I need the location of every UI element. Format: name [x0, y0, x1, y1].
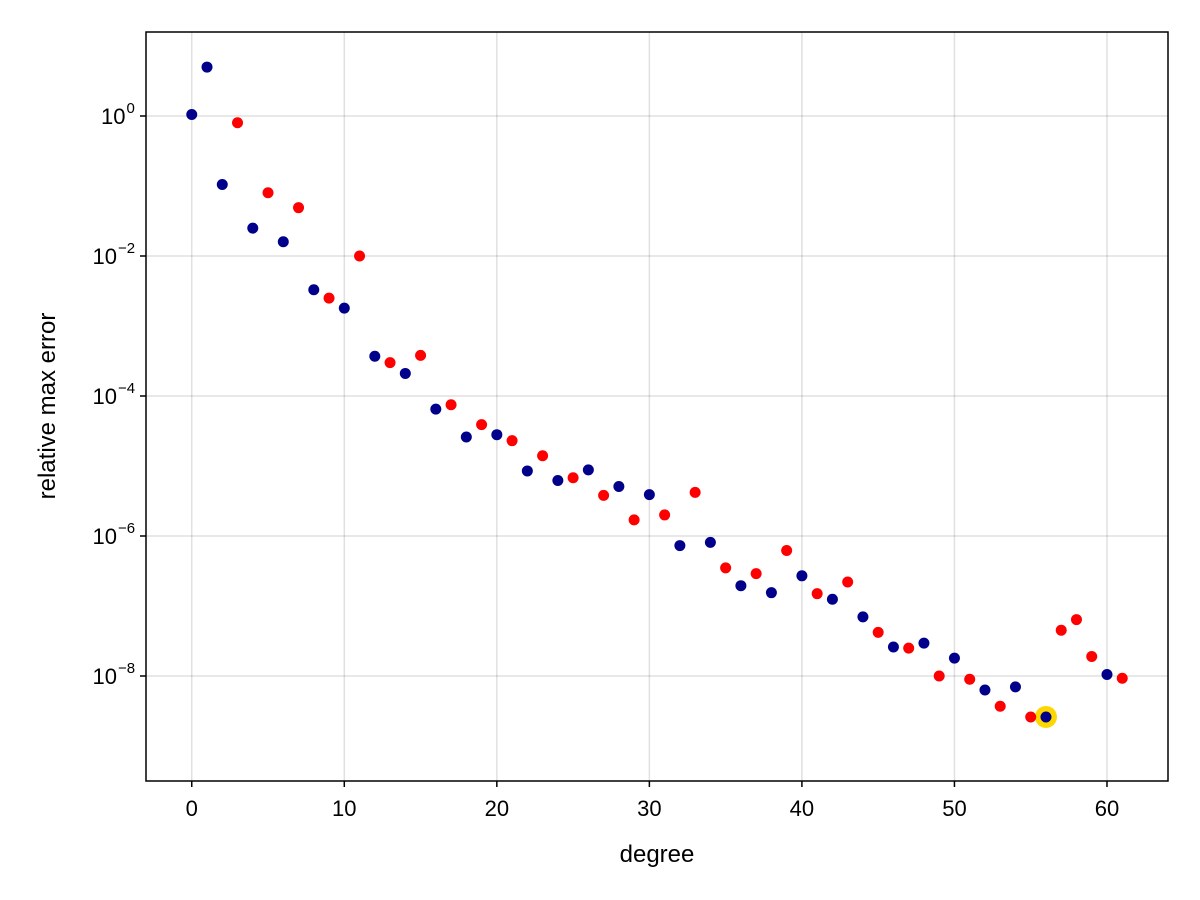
- x-tick-label: 30: [637, 796, 661, 821]
- data-point: [582, 464, 594, 476]
- data-point: [430, 403, 442, 415]
- data-point: [842, 576, 854, 588]
- x-tick-label: 40: [790, 796, 814, 821]
- data-point: [399, 367, 411, 379]
- y-tick-label: 10: [93, 664, 117, 689]
- data-point: [735, 580, 747, 592]
- data-point: [186, 109, 198, 121]
- x-axis-title: degree: [620, 841, 695, 868]
- data-point: [552, 475, 564, 487]
- x-tick-label: 10: [332, 796, 356, 821]
- data-point: [918, 637, 930, 649]
- data-point: [293, 202, 305, 214]
- data-point: [903, 642, 915, 654]
- data-point: [1009, 681, 1021, 693]
- data-point: [720, 562, 732, 574]
- data-point: [1116, 672, 1128, 684]
- data-point: [750, 568, 762, 580]
- data-point: [1055, 624, 1067, 636]
- data-point: [506, 435, 518, 447]
- data-point: [247, 222, 259, 234]
- data-point: [811, 588, 823, 600]
- data-point: [1025, 711, 1037, 723]
- y-axis-title: relative max error: [34, 313, 61, 500]
- data-point: [521, 465, 533, 477]
- data-point: [338, 302, 350, 314]
- data-point: [948, 652, 960, 664]
- data-point: [887, 641, 899, 653]
- data-point: [216, 179, 228, 191]
- data-point: [628, 514, 640, 526]
- data-point: [933, 670, 945, 682]
- data-point: [460, 431, 472, 443]
- data-point: [964, 673, 976, 685]
- data-point: [857, 611, 869, 623]
- data-point: [537, 450, 549, 462]
- data-point: [369, 350, 381, 362]
- data-point: [674, 540, 686, 552]
- data-point: [491, 429, 503, 441]
- data-points: [186, 61, 1128, 728]
- data-point: [308, 284, 320, 296]
- data-point: [1070, 614, 1082, 626]
- data-point: [1086, 650, 1098, 662]
- y-tick-label: 10: [93, 244, 117, 269]
- data-point: [872, 626, 884, 638]
- data-point: [659, 509, 671, 521]
- data-point: [476, 419, 488, 431]
- x-tick-label: 50: [942, 796, 966, 821]
- data-point: [323, 292, 335, 304]
- data-point: [765, 587, 777, 599]
- data-point: [262, 187, 274, 199]
- data-point: [689, 486, 701, 498]
- y-tick-label: 10: [101, 104, 125, 129]
- data-point: [979, 684, 991, 696]
- data-point: [567, 472, 579, 484]
- y-tick-label: 10: [93, 384, 117, 409]
- data-point: [1101, 669, 1113, 681]
- plot-frame: [145, 31, 1169, 782]
- data-point: [613, 480, 625, 492]
- x-tick-label: 60: [1095, 796, 1119, 821]
- y-tick-label: 10: [93, 524, 117, 549]
- data-point: [781, 545, 793, 557]
- y-tick-exponent: 0: [127, 100, 135, 117]
- y-tick-exponent: −2: [118, 240, 135, 257]
- data-point: [445, 399, 457, 411]
- x-tick-label: 0: [186, 796, 198, 821]
- y-tick-exponent: −8: [118, 660, 135, 677]
- data-point: [354, 250, 366, 262]
- x-tick-label: 20: [485, 796, 509, 821]
- grid-lines: [146, 32, 1168, 781]
- data-point: [826, 593, 838, 605]
- data-point: [796, 570, 808, 582]
- y-tick-exponent: −4: [118, 380, 135, 397]
- data-point: [598, 489, 610, 501]
- data-point: [994, 700, 1006, 712]
- data-point: [384, 357, 396, 369]
- data-point: [643, 489, 655, 501]
- data-point: [277, 236, 289, 248]
- data-point: [201, 61, 213, 73]
- y-tick-exponent: −6: [118, 520, 135, 537]
- data-point: [232, 117, 244, 129]
- data-point: [1040, 711, 1052, 723]
- data-point: [415, 349, 427, 361]
- data-point: [704, 536, 716, 548]
